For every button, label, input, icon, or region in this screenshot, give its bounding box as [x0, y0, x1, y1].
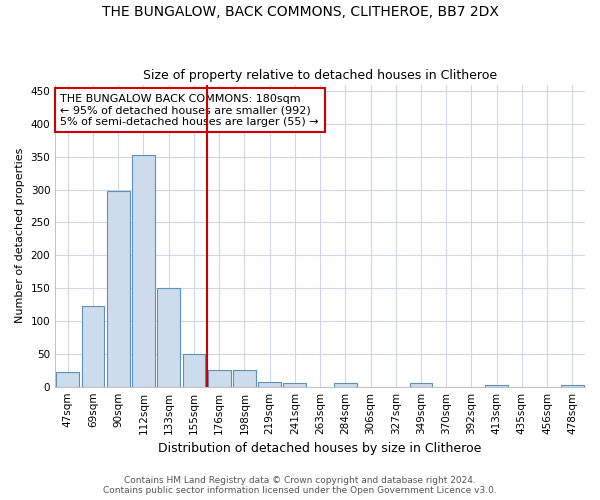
Bar — [258, 382, 281, 386]
Bar — [82, 306, 104, 386]
Bar — [561, 384, 584, 386]
Bar — [334, 382, 356, 386]
Text: THE BUNGALOW BACK COMMONS: 180sqm
← 95% of detached houses are smaller (992)
5% : THE BUNGALOW BACK COMMONS: 180sqm ← 95% … — [61, 94, 319, 127]
Bar — [208, 370, 230, 386]
Text: Contains HM Land Registry data © Crown copyright and database right 2024.
Contai: Contains HM Land Registry data © Crown c… — [103, 476, 497, 495]
Bar — [410, 384, 433, 386]
Y-axis label: Number of detached properties: Number of detached properties — [15, 148, 25, 324]
X-axis label: Distribution of detached houses by size in Clitheroe: Distribution of detached houses by size … — [158, 442, 482, 455]
Bar — [107, 191, 130, 386]
Title: Size of property relative to detached houses in Clitheroe: Size of property relative to detached ho… — [143, 69, 497, 82]
Bar — [157, 288, 180, 386]
Bar — [132, 155, 155, 386]
Bar — [283, 384, 306, 386]
Bar — [182, 354, 205, 386]
Text: THE BUNGALOW, BACK COMMONS, CLITHEROE, BB7 2DX: THE BUNGALOW, BACK COMMONS, CLITHEROE, B… — [101, 5, 499, 19]
Bar — [233, 370, 256, 386]
Bar — [56, 372, 79, 386]
